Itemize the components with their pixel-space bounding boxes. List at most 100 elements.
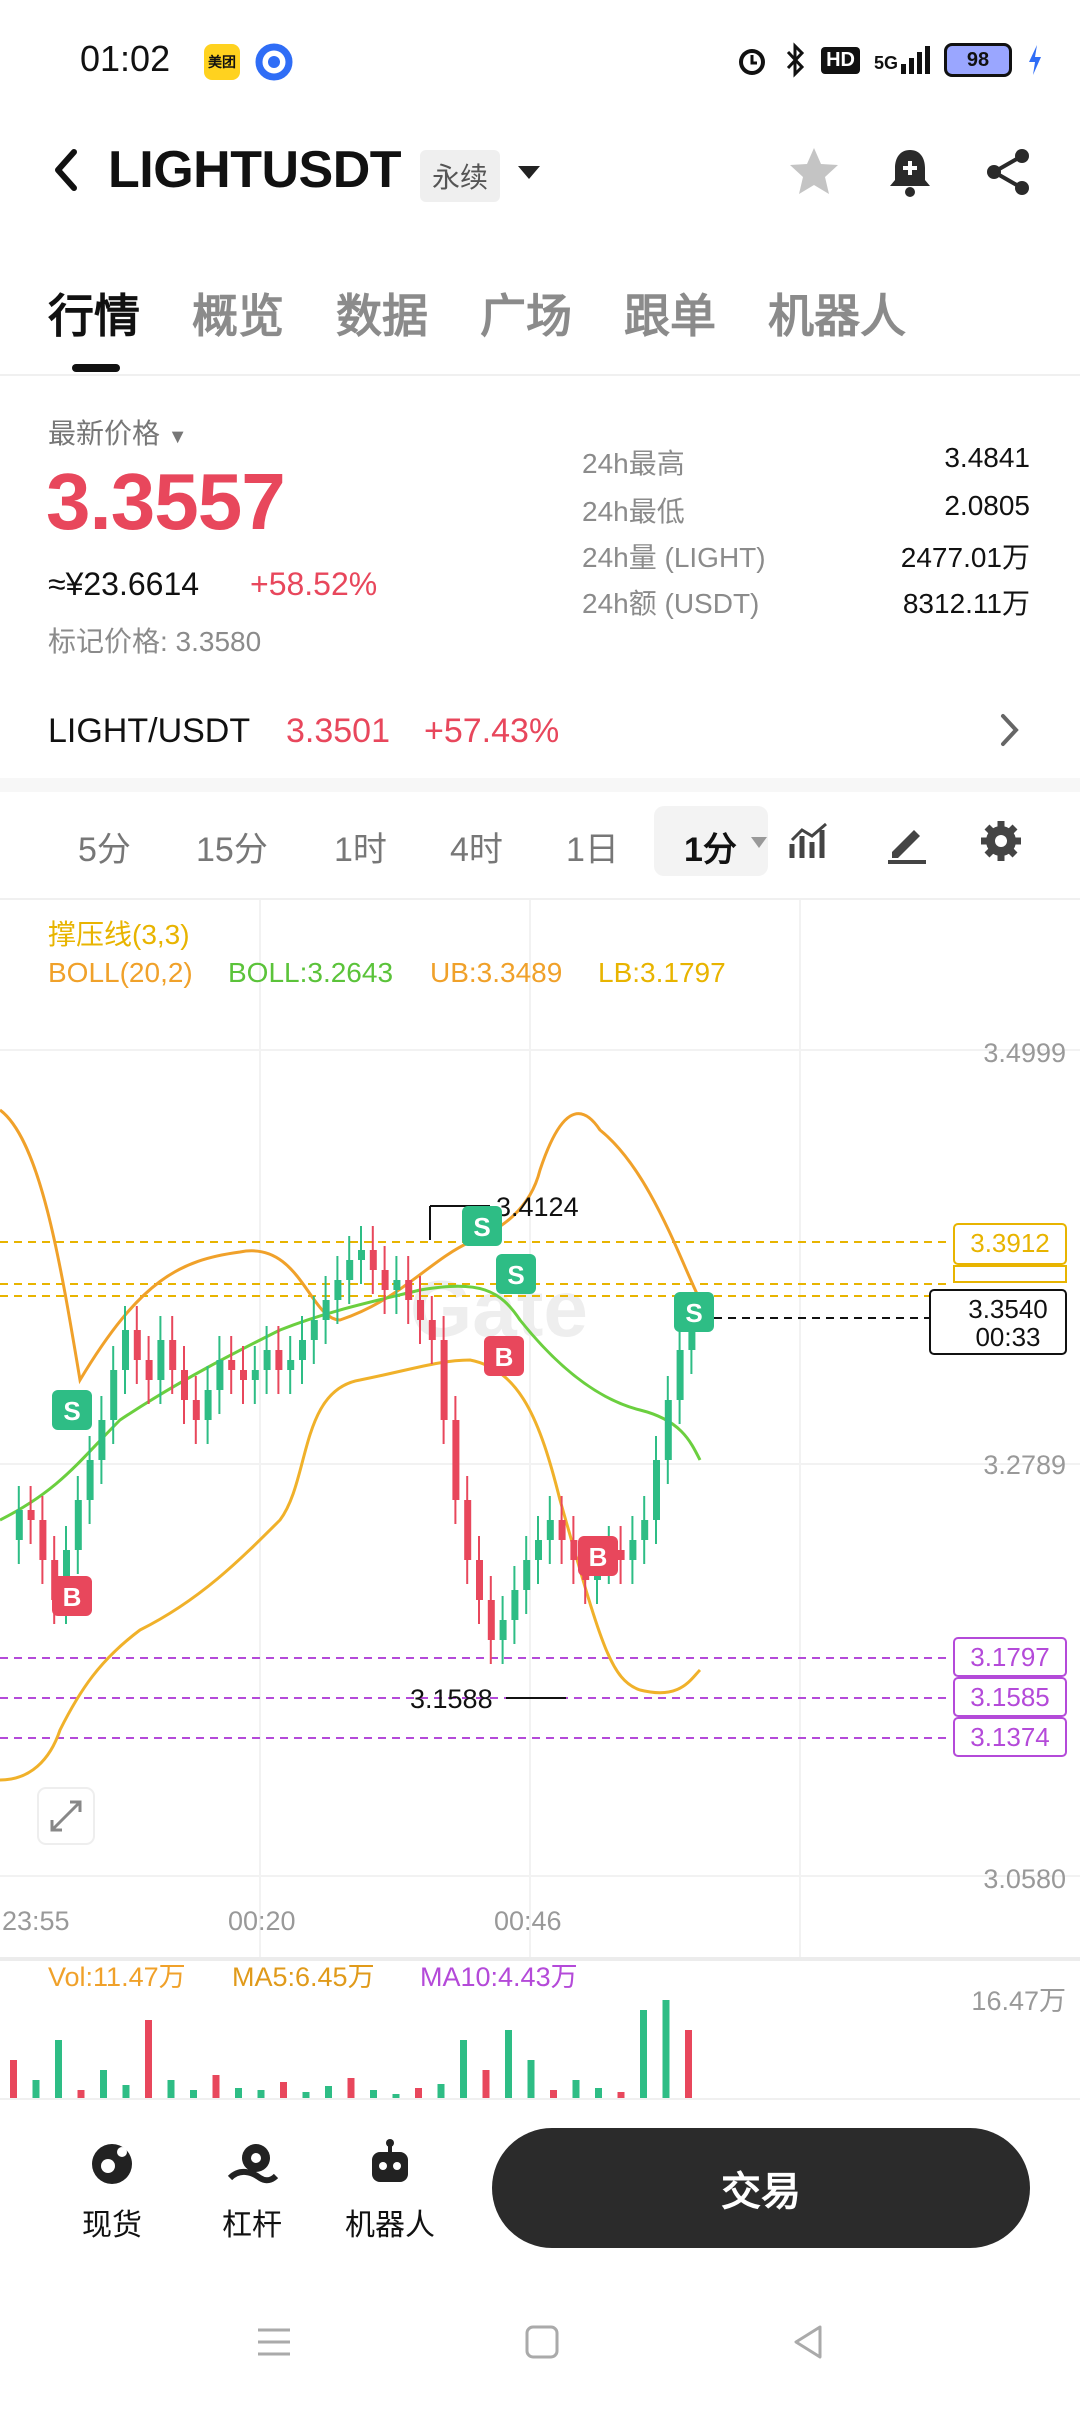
volume-bar <box>662 2000 670 2100</box>
candle-body <box>464 1500 472 1560</box>
last-price-label[interactable]: 最新价格 ▼ <box>48 418 188 449</box>
candle-body <box>122 1330 129 1370</box>
back-nav-icon[interactable] <box>788 2322 828 2362</box>
candle-body <box>476 1560 483 1600</box>
resistance-tag: 3.3912 <box>970 1228 1050 1258</box>
volume-bar <box>370 2090 377 2100</box>
volume-label: Vol:11.47万 <box>48 1962 186 1992</box>
caret-down-icon: ▼ <box>167 426 188 448</box>
candle-body <box>487 1600 495 1640</box>
menu-icon[interactable] <box>254 2322 294 2362</box>
boll-ub-value: UB:3.3489 <box>430 957 562 988</box>
interval-active-bg <box>654 806 768 876</box>
candle-body <box>381 1270 389 1290</box>
price-change-percent: +58.52% <box>250 566 378 602</box>
back-arrow-icon[interactable] <box>46 140 86 200</box>
chevron-right-icon[interactable] <box>998 710 1022 750</box>
stat-24h-low-value: 2.0805 <box>944 490 1030 521</box>
volume-bar <box>617 2092 625 2100</box>
favorite-star-icon[interactable] <box>786 144 842 200</box>
mark-price: 标记价格: 3.3580 <box>48 626 262 657</box>
volume-bar <box>325 2086 332 2100</box>
buy-signal: B <box>578 1536 618 1576</box>
interval-15m[interactable]: 15分 <box>196 831 268 869</box>
volume-max-tick: 16.47万 <box>971 1986 1066 2016</box>
active-tab-indicator <box>72 364 120 372</box>
last-price-value: 3.3557 <box>46 457 286 546</box>
volume-bars <box>10 2000 692 2100</box>
svg-text:B: B <box>589 1542 608 1572</box>
chevron-down-icon[interactable] <box>516 164 542 182</box>
tab-copy-trading[interactable]: 跟单 <box>624 290 716 342</box>
robot-nav-button[interactable]: 机器人 <box>330 2130 450 2244</box>
5g-signal-icon: 5G <box>874 46 930 74</box>
y-tick-bottom: 3.0580 <box>983 1864 1066 1894</box>
draw-tool-icon[interactable] <box>884 818 930 864</box>
candle-body <box>15 1510 23 1540</box>
chart-settings-gear-icon[interactable] <box>978 818 1024 864</box>
volume-bar <box>392 2094 400 2100</box>
kline-chart[interactable]: 撑压线(3,3) BOLL(20,2) BOLL:3.2643 UB:3.348… <box>0 900 1080 2100</box>
tab-market[interactable]: 行情 <box>48 290 140 342</box>
sell-signal: S <box>496 1254 536 1294</box>
browser-icon <box>255 43 293 81</box>
bluetooth-icon <box>786 42 805 78</box>
candle-countdown: 00:33 <box>975 1322 1040 1352</box>
candle-body <box>86 1460 94 1500</box>
tab-data[interactable]: 数据 <box>336 290 428 342</box>
interval-5m[interactable]: 5分 <box>78 831 131 869</box>
indicator-icon[interactable] <box>788 818 834 864</box>
candle-body <box>558 1520 566 1540</box>
interval-1d[interactable]: 1日 <box>566 831 619 869</box>
current-price-tag <box>929 1289 1067 1355</box>
buy-signal: B <box>484 1336 524 1376</box>
sell-signal: S <box>674 1292 714 1332</box>
candle-body <box>617 1550 625 1560</box>
share-icon[interactable] <box>980 144 1036 200</box>
alarm-icon <box>739 49 766 75</box>
interval-1h[interactable]: 1时 <box>334 831 387 869</box>
candle-body <box>181 1370 188 1400</box>
stat-24h-turnover-label: 24h额 (USDT) <box>582 588 760 619</box>
volume-bar <box>527 2060 535 2100</box>
candle-body <box>641 1520 649 1540</box>
interval-4h[interactable]: 4时 <box>450 831 503 869</box>
spot-nav-button[interactable]: 现货 <box>52 2130 172 2244</box>
interval-dropdown-icon[interactable] <box>750 836 768 850</box>
interval-1m[interactable]: 1分 <box>684 831 737 869</box>
volume-bar <box>302 2092 310 2100</box>
contract-type-badge[interactable]: 永续 <box>420 150 501 202</box>
spot-pair: LIGHT/USDT <box>48 712 251 750</box>
candle-body <box>440 1340 448 1420</box>
candle-body <box>240 1370 247 1380</box>
status-bar: 01:02 美团 HD 5G 98 <box>0 0 1080 120</box>
candle-body <box>393 1280 401 1290</box>
candle-body <box>676 1350 684 1400</box>
candle-body <box>499 1620 507 1640</box>
candle-body <box>63 1550 70 1600</box>
svg-text:S: S <box>63 1396 80 1426</box>
volume-bar <box>10 2060 17 2100</box>
contract-symbol[interactable]: LIGHTUSDT <box>108 141 402 199</box>
tab-overview[interactable]: 概览 <box>192 290 284 342</box>
y-tick-mid: 3.2789 <box>983 1450 1066 1480</box>
main-tabs: 行情 概览 数据 广场 跟单 机器人 <box>48 280 906 346</box>
trade-button[interactable]: 交易 <box>492 2128 1030 2248</box>
tab-square[interactable]: 广场 <box>480 290 572 342</box>
home-icon[interactable] <box>522 2322 562 2362</box>
volume-bar <box>32 2080 40 2100</box>
candle-body <box>39 1520 47 1560</box>
volume-bar <box>460 2040 467 2100</box>
price-alert-bell-icon[interactable] <box>882 144 938 200</box>
candle-body <box>251 1370 259 1380</box>
candle-body <box>570 1540 578 1560</box>
leverage-nav-button[interactable]: 杠杆 <box>192 2130 312 2244</box>
trade-signals: S S S S B B B <box>52 1206 714 1616</box>
volume-ma10: MA10:4.43万 <box>420 1962 578 1992</box>
volume-bar <box>212 2075 220 2100</box>
fullscreen-expand-icon[interactable] <box>37 1787 95 1845</box>
volume-bar <box>280 2082 287 2100</box>
tab-bots[interactable]: 机器人 <box>768 290 906 342</box>
svg-text:S: S <box>507 1260 524 1290</box>
divider <box>0 374 1080 376</box>
